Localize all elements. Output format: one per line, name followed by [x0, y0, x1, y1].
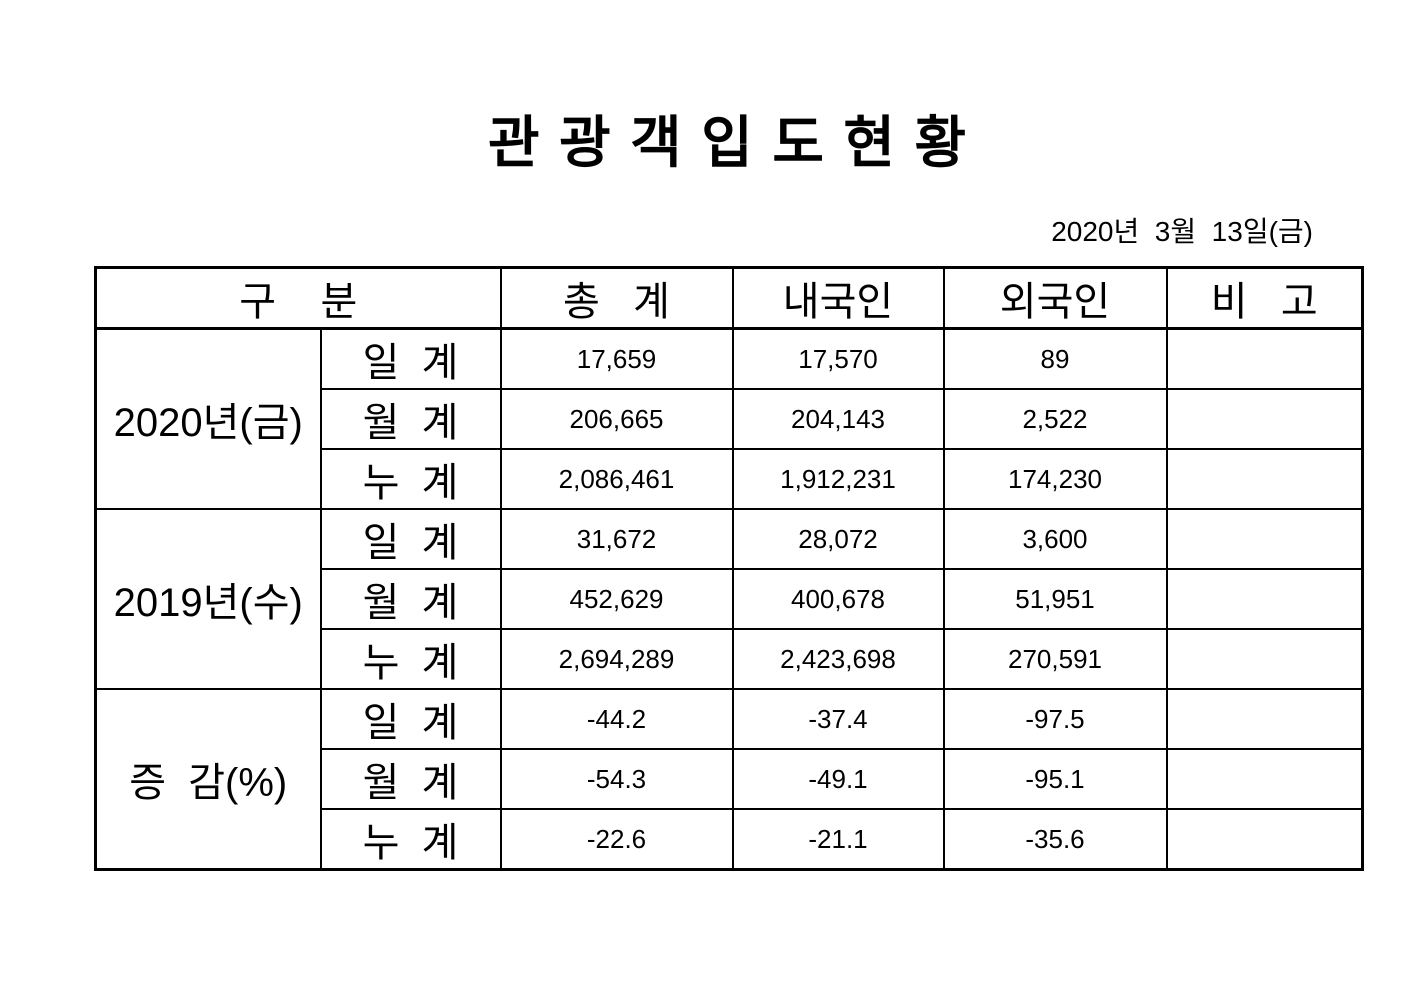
cell-remarks — [1165, 688, 1364, 750]
row-label-cumulative: 누 계 — [319, 808, 502, 871]
cell-foreign: 3,600 — [942, 508, 1168, 570]
row-label-monthly: 월 계 — [319, 748, 502, 810]
cell-remarks — [1165, 748, 1364, 810]
cell-remarks — [1165, 327, 1364, 390]
row-label-daily: 일 계 — [319, 688, 502, 750]
header-domestic: 내국인 — [731, 266, 945, 330]
cell-total: 17,659 — [499, 327, 734, 390]
row-label-monthly: 월 계 — [319, 388, 502, 450]
cell-foreign: -95.1 — [942, 748, 1168, 810]
table-row: 2019년(수) 일 계 31,672 28,072 3,600 — [94, 508, 1364, 690]
cell-total: 2,086,461 — [499, 448, 734, 510]
group-label-change-pct: 증 감(%) — [94, 688, 322, 871]
page-title: 관 광 객 입 도 현 황 — [488, 111, 968, 174]
header-foreign: 외국인 — [942, 266, 1168, 330]
cell-domestic: 204,143 — [731, 388, 945, 450]
table-row: 월 계 206,665 204,143 2,522 — [96, 388, 1364, 450]
cell-total: 31,672 — [499, 508, 734, 570]
cell-total: -22.6 — [499, 808, 734, 871]
row-label-cumulative: 누 계 — [319, 448, 502, 510]
cell-domestic: -21.1 — [731, 808, 945, 871]
table-row: 누 계 -22.6 -21.1 -35.6 — [96, 808, 1364, 871]
table-row: 2020년(금) 일 계 17,659 17,570 89 — [94, 327, 1364, 510]
report-date: 2020년 3월 13일(금) — [1051, 216, 1313, 247]
table-row: 증 감(%) 일 계 -44.2 -37.4 -97.5 — [94, 688, 1364, 871]
row-label-monthly: 월 계 — [319, 568, 502, 630]
table-row: 월 계 -54.3 -49.1 -95.1 — [96, 748, 1364, 810]
group-label-2019: 2019년(수) — [94, 508, 322, 690]
cell-total: -44.2 — [499, 688, 734, 750]
cell-total: 452,629 — [499, 568, 734, 630]
cell-foreign: 89 — [942, 327, 1168, 390]
row-label-daily: 일 계 — [319, 508, 502, 570]
cell-foreign: 270,591 — [942, 628, 1168, 690]
cell-domestic: 400,678 — [731, 568, 945, 630]
cell-foreign: -35.6 — [942, 808, 1168, 871]
cell-domestic: 1,912,231 — [731, 448, 945, 510]
cell-total: -54.3 — [499, 748, 734, 810]
table-row: 누 계 2,694,289 2,423,698 270,591 — [96, 628, 1364, 690]
cell-domestic: 17,570 — [731, 327, 945, 390]
header-total: 총 계 — [499, 266, 734, 330]
row-label-cumulative: 누 계 — [319, 628, 502, 690]
cell-domestic: 2,423,698 — [731, 628, 945, 690]
tourist-arrivals-table: 구 분 총 계 내국인 외국인 비 고 2020년(금) 일 계 17,659 … — [94, 266, 1364, 871]
cell-domestic: -37.4 — [731, 688, 945, 750]
cell-domestic: -49.1 — [731, 748, 945, 810]
cell-foreign: 2,522 — [942, 388, 1168, 450]
cell-remarks — [1165, 568, 1364, 630]
cell-remarks — [1165, 508, 1364, 570]
cell-foreign: -97.5 — [942, 688, 1168, 750]
cell-total: 2,694,289 — [499, 628, 734, 690]
header-category: 구 분 — [94, 266, 502, 330]
cell-remarks — [1165, 628, 1364, 690]
cell-remarks — [1165, 448, 1364, 510]
cell-remarks — [1165, 388, 1364, 450]
cell-total: 206,665 — [499, 388, 734, 450]
row-label-daily: 일 계 — [319, 327, 502, 390]
table-row: 누 계 2,086,461 1,912,231 174,230 — [96, 448, 1364, 510]
cell-remarks — [1165, 808, 1364, 871]
cell-domestic: 28,072 — [731, 508, 945, 570]
cell-foreign: 174,230 — [942, 448, 1168, 510]
header-remarks: 비 고 — [1165, 266, 1364, 330]
group-label-2020: 2020년(금) — [94, 327, 322, 510]
cell-foreign: 51,951 — [942, 568, 1168, 630]
table-row: 월 계 452,629 400,678 51,951 — [96, 568, 1364, 630]
header-row: 구 분 총 계 내국인 외국인 비 고 — [94, 266, 1364, 330]
